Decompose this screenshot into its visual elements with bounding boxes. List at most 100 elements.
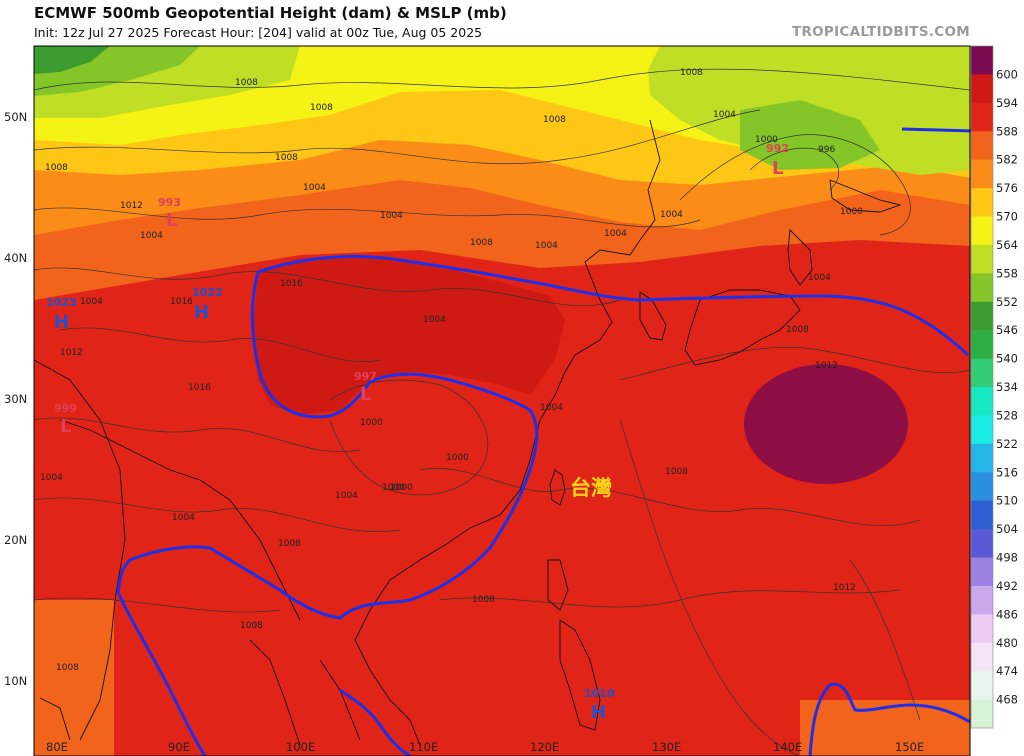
colorbar-swatch <box>971 330 993 359</box>
pressure-type: H <box>194 302 209 323</box>
colorbar-label: 510 <box>996 494 1018 508</box>
colorbar-label: 504 <box>996 522 1018 536</box>
coastlines <box>34 119 902 746</box>
map-frame <box>33 45 971 756</box>
pressure-type: H <box>591 702 606 723</box>
isobar-label: 1016 <box>170 297 193 307</box>
isobar-label: 1000 <box>360 418 383 428</box>
isobar-label: 1004 <box>535 241 558 251</box>
contour-588 <box>116 254 970 756</box>
lat-label: 30N <box>4 392 27 406</box>
band-588-se <box>800 700 970 756</box>
band-546-west <box>34 46 110 74</box>
isobar-label: 1012 <box>815 361 838 371</box>
high-center: 1022 H <box>192 286 223 323</box>
colorbar-swatch <box>971 585 993 615</box>
isobar-label: 1004 <box>713 110 736 120</box>
isobar-label: 1008 <box>45 163 68 173</box>
pressure-value: 1022 <box>192 286 223 299</box>
isobar-label: 1008 <box>235 78 258 88</box>
band-600-pacific <box>744 364 908 484</box>
lon-label: 150E <box>895 740 924 754</box>
pressure-value: 993 <box>158 196 181 209</box>
colorbar-swatch <box>971 358 993 388</box>
colorbar-label: 588 <box>996 124 1018 138</box>
map-title: ECMWF 500mb Geopotential Height (dam) & … <box>34 4 507 22</box>
isobar-label: 1004 <box>80 297 103 307</box>
colorbar-swatch <box>971 699 993 729</box>
colorbar-swatch <box>971 273 993 303</box>
isobar-label: 1008 <box>680 68 703 78</box>
pressure-type: L <box>60 416 71 437</box>
isobar-label: 996 <box>818 145 835 155</box>
lat-labels: 50N 40N 30N 20N 10N <box>4 110 27 688</box>
isobar-label: 1008 <box>786 325 809 335</box>
isobar-label: 1008 <box>472 595 495 605</box>
colorbar-label: 576 <box>996 181 1018 195</box>
pressure-value: 999 <box>54 402 77 415</box>
isobar-label: 1000 <box>382 483 405 493</box>
colorbar-label: 516 <box>996 465 1018 479</box>
isobar-label: 1000 <box>446 453 469 463</box>
isobar-label: 1004 <box>335 491 358 501</box>
high-center: 1023 H <box>46 296 77 333</box>
colorbar-label: 474 <box>996 664 1018 678</box>
isobar-label: 1008 <box>665 467 688 477</box>
colorbar-swatch <box>971 102 993 132</box>
pressure-type: L <box>772 158 783 179</box>
pressure-value: 1023 <box>46 296 77 309</box>
colorbar-swatch <box>971 415 993 445</box>
colorbar-label: 486 <box>996 607 1018 621</box>
contour-588-main <box>257 254 970 357</box>
colorbar-swatch <box>971 642 993 672</box>
low-center: 997 L <box>354 370 377 405</box>
pressure-type: L <box>360 384 371 405</box>
isobar-label: 1012 <box>833 583 856 593</box>
height-field <box>34 46 970 756</box>
pressure-value: 992 <box>766 142 789 155</box>
isobar-label: 1008 <box>56 663 79 673</box>
band-594-china <box>252 256 565 415</box>
high-center: 1010 H <box>584 687 615 723</box>
colorbar-border <box>970 45 994 729</box>
isobar-label: 1004 <box>172 513 195 523</box>
colorbar-label: 552 <box>996 295 1018 309</box>
isobar-labels: 1008 1008 1008 1004 1012 1004 1008 1004 … <box>40 68 863 673</box>
colorbar-label: 522 <box>996 437 1018 451</box>
lon-label: 130E <box>652 740 681 754</box>
lat-label: 10N <box>4 674 27 688</box>
brand-watermark: TROPICALTIDBITS.COM <box>791 24 970 40</box>
pressure-value: 1010 <box>584 687 615 700</box>
colorbar-label: 498 <box>996 551 1018 565</box>
colorbar-swatch <box>971 131 993 161</box>
colorbar-label: 600 <box>996 67 1018 81</box>
pressure-type: H <box>54 312 69 333</box>
colorbar-label: 480 <box>996 636 1018 650</box>
colorbar-swatch <box>971 74 993 104</box>
colorbar-swatch <box>971 387 993 416</box>
isobar-label: 1016 <box>280 279 303 289</box>
colorbar-swatch <box>971 529 993 558</box>
isobar-label: 1008 <box>278 539 301 549</box>
colorbar-label: 540 <box>996 352 1018 366</box>
lat-label: 50N <box>4 110 27 124</box>
lon-label: 120E <box>530 740 559 754</box>
isobar-label: 1012 <box>60 348 83 358</box>
isobar-label: 1012 <box>120 201 143 211</box>
colorbar-swatch <box>971 472 993 502</box>
lon-label: 80E <box>46 740 68 754</box>
colorbar-swatch <box>971 671 993 700</box>
contour-588-south <box>339 688 411 756</box>
colorbar-swatch <box>971 443 993 473</box>
colorbar-swatch <box>971 500 993 530</box>
isobar-label: 1004 <box>604 229 627 239</box>
colorbar-swatch <box>971 216 993 246</box>
lat-label: 20N <box>4 533 27 547</box>
isobar-label: 1008 <box>275 153 298 163</box>
isobar-label: 1008 <box>543 115 566 125</box>
isobar-label: 1000 <box>840 207 863 217</box>
colorbar-swatch <box>971 159 993 189</box>
isobar-label: 1000 <box>390 483 413 493</box>
isobar-label: 1008 <box>310 103 333 113</box>
isobar-label: 1008 <box>240 621 263 631</box>
